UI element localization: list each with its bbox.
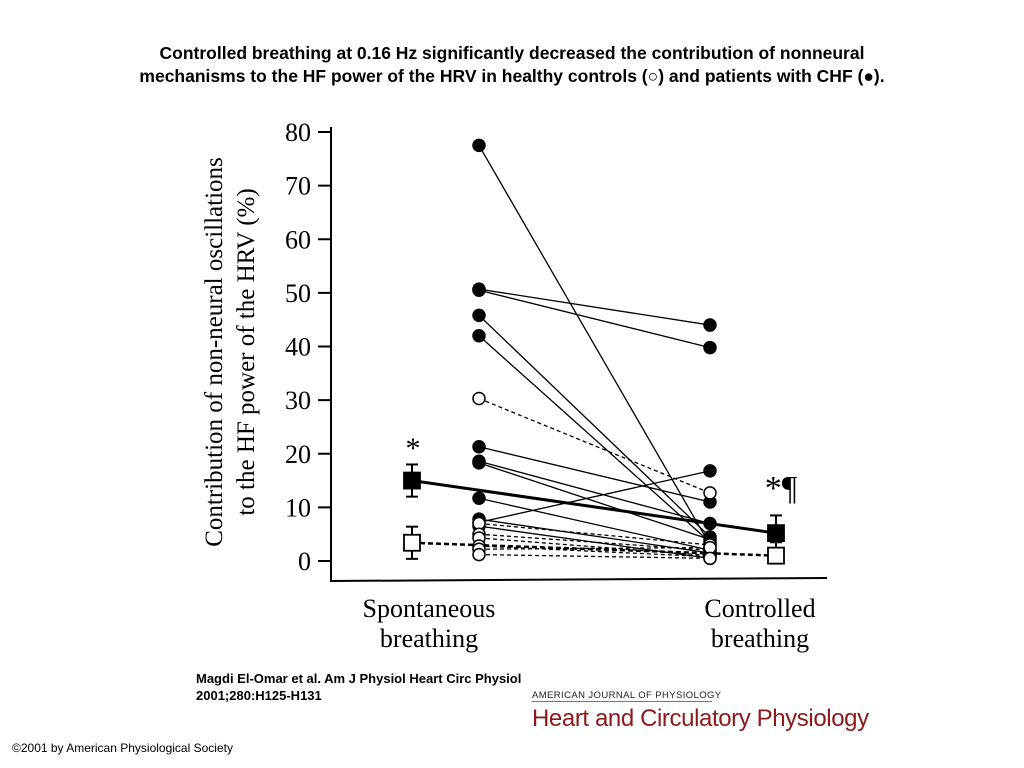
chart-labels: Contribution of non-neural oscillations t… [201,157,816,653]
y-tick-label: 30 [285,386,311,415]
control-pair-line [478,537,711,557]
chf-point [703,340,717,355]
figure-title-line1: Controlled breathing at 0.16 Hz signific… [159,43,865,63]
chf-point [472,308,486,323]
chf-point [472,491,486,506]
chf-point [703,464,717,478]
control-point [472,391,486,406]
chf-point [472,283,486,297]
citation-line1: Magdi El-Omar et al. Am J Physiol Heart … [196,671,522,686]
chf-pair-line [478,145,711,546]
chf-pair-line [478,470,711,524]
chf-point [472,329,486,343]
significance-annotation: * [406,432,421,465]
significance-annotation: *¶ [765,470,798,507]
y-axis-label-line1: Contribution of non-neural oscillations [201,157,228,547]
figure-title: Controlled breathing at 0.16 Hz signific… [40,42,984,88]
control-point [472,547,486,562]
chf-mean-marker [403,471,421,490]
chf-pair-line [478,446,711,503]
x-category-label-line1: Controlled [704,594,815,623]
chart-axes: 0 10 20 30 40 50 60 70 80 [285,118,828,582]
data-points [472,138,717,566]
journal-logo: AMERICAN JOURNAL OF PHYSIOLOGY Heart and… [532,690,869,733]
citation-line2: 2001;280:H125-H131 [196,688,322,703]
y-tick-label: 50 [285,279,311,308]
pair-lines [478,145,711,559]
copyright: ©2001 by American Physiological Society [12,741,233,755]
control-pair-line [478,545,711,558]
control-point [703,551,717,566]
chf-pair-line [478,289,711,349]
journal-logo-rule [532,701,712,702]
chf-point [472,138,486,153]
control-pair-line [478,546,711,550]
control-pair-line [478,553,711,559]
chf-pair-line [478,462,711,541]
y-tick-label: 60 [285,225,311,254]
journal-logo-main: Heart and Circulatory Physiology [532,705,869,732]
journal-logo-top: AMERICAN JOURNAL OF PHYSIOLOGY [532,690,722,701]
chf-point [472,440,486,454]
chf-pair-line [478,314,711,538]
chf-point [703,318,717,332]
chf-point [703,516,717,531]
control-point [703,486,717,500]
chf-pair-line [478,460,711,525]
chf-point [472,456,486,470]
control-pair-line [478,522,711,546]
x-category-label-line1: Spontaneous [363,594,496,623]
y-tick-label: 70 [285,172,311,201]
control-mean-line [411,541,777,557]
figure-title-line2: mechanisms to the HF power of the HRV in… [139,66,885,86]
control-pair-line [478,397,711,494]
citation: Magdi El-Omar et al. Am J Physiol Heart … [196,670,521,704]
control-mean-marker [767,546,785,565]
y-tick-label: 10 [285,493,311,522]
y-tick-label: 80 [285,118,311,147]
y-tick-label: 0 [298,547,311,576]
x-category-label-line2: breathing [711,624,809,653]
y-tick-label: 20 [285,440,311,469]
chf-pair-line [478,497,711,551]
chf-pair-line [478,288,711,326]
chf-mean-marker [767,524,785,543]
chf-mean-line [411,479,777,535]
y-axis-label-line2: to the HF power of the HRV (%) [233,188,260,515]
y-tick-label: 40 [285,333,311,362]
x-category-label-line2: breathing [380,624,478,653]
x-axis-line [329,577,828,582]
control-mean-marker [403,533,421,552]
chf-pair-line [478,335,711,543]
